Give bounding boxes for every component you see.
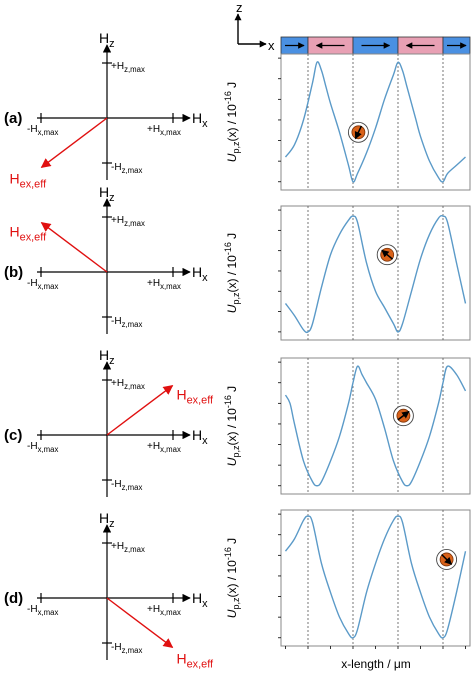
panel-label: (b) <box>4 264 23 281</box>
x-label: x <box>268 38 275 53</box>
hx-min-label: -Hx,max <box>27 278 58 291</box>
heff-vector <box>40 117 108 168</box>
field-diagram: (c) Hz Hx +Hz,max -Hz,max +Hx,max -Hx,max Hex,e… <box>4 347 214 497</box>
hx-axis-label: Hx <box>192 110 208 130</box>
y-axis-label: Up,z(x) / 10-16 J <box>223 386 241 466</box>
plot-frame <box>280 357 471 495</box>
heff-label: Hex,eff <box>10 224 48 244</box>
hz-max-label: +Hz,max <box>111 541 145 554</box>
hx-axis-label: Hx <box>192 590 208 610</box>
hx-max-label: +Hx,max <box>147 441 181 454</box>
hx-min-label: -Hx,max <box>27 604 58 617</box>
energy-curve <box>284 365 467 487</box>
hz-min-label: -Hz,max <box>111 316 142 329</box>
energy-curve <box>284 214 467 334</box>
hz-axis-label: Hz <box>99 184 115 204</box>
chart-panel: Up,z(x) / 10-16 J <box>223 509 471 649</box>
plot-frame <box>280 53 471 191</box>
hx-max-label: +Hx,max <box>147 604 181 617</box>
chart-panel: Up,z(x) / 10-16 J <box>223 205 471 341</box>
hx-axis-label: Hx <box>192 427 208 447</box>
heff-vector <box>40 222 108 273</box>
y-axis-label: Up,z(x) / 10-16 J <box>223 82 241 162</box>
particle-moment-arrow <box>381 249 394 260</box>
hz-max-label: +Hz,max <box>111 215 145 228</box>
energy-curve <box>284 61 466 183</box>
plot-frame <box>280 205 471 341</box>
chart-panel: Up,z(x) / 10-16 J <box>223 357 471 495</box>
energy-charts: Up,z(x) / 10-16 J Up,z(x) / 10-16 J Up,z(x… <box>223 53 471 649</box>
z-label: z <box>236 0 243 15</box>
heff-vector <box>106 597 174 648</box>
hx-max-label: +Hx,max <box>147 278 181 291</box>
hz-axis-label: Hz <box>99 347 115 367</box>
hz-min-label: -Hz,max <box>111 162 142 175</box>
panel-label: (a) <box>4 110 22 127</box>
hz-max-label: +Hz,max <box>111 378 145 391</box>
panel-label: (d) <box>4 590 23 607</box>
energy-curve <box>284 515 467 639</box>
hz-max-label: +Hz,max <box>111 61 145 74</box>
heff-label: Hex,eff <box>176 650 214 670</box>
hx-min-label: -Hx,max <box>27 441 58 454</box>
field-diagram: (b) Hz Hx +Hz,max -Hz,max +Hx,max -Hx,max Hex,e… <box>4 184 208 334</box>
x-axis-label: x-length / μm <box>341 657 411 671</box>
plot-frame <box>280 509 471 647</box>
domain-strip <box>280 36 471 55</box>
particle-moment-arrow <box>441 553 453 565</box>
hz-min-label: -Hz,max <box>111 479 142 492</box>
y-axis-label: Up,z(x) / 10-16 J <box>223 233 241 313</box>
heff-label: Hex,eff <box>10 170 48 190</box>
chart-panel: Up,z(x) / 10-16 J <box>223 53 471 191</box>
panel-label: (c) <box>4 427 22 444</box>
hz-axis-label: Hz <box>99 510 115 530</box>
field-diagram: (a) Hz Hx +Hz,max -Hz,max +Hx,max -Hx,max Hex,e… <box>4 30 208 190</box>
particle-moment-arrow <box>354 125 363 140</box>
heff-label: Hex,eff <box>176 387 214 407</box>
y-axis-label: Up,z(x) / 10-16 J <box>223 538 241 618</box>
field-diagrams: (a) Hz Hx +Hz,max -Hz,max +Hx,max -Hx,max Hex,e… <box>4 30 214 670</box>
hz-min-label: -Hz,max <box>111 642 142 655</box>
particle-moment-arrow <box>397 410 410 421</box>
hx-axis-label: Hx <box>192 264 208 284</box>
hx-min-label: -Hx,max <box>27 124 58 137</box>
coordinate-indicator: z x <box>234 0 275 53</box>
heff-vector <box>106 385 174 436</box>
hx-max-label: +Hx,max <box>147 124 181 137</box>
hz-axis-label: Hz <box>99 30 115 50</box>
field-diagram: (d) Hz Hx +Hz,max -Hz,max +Hx,max -Hx,max Hex,e… <box>4 510 214 670</box>
